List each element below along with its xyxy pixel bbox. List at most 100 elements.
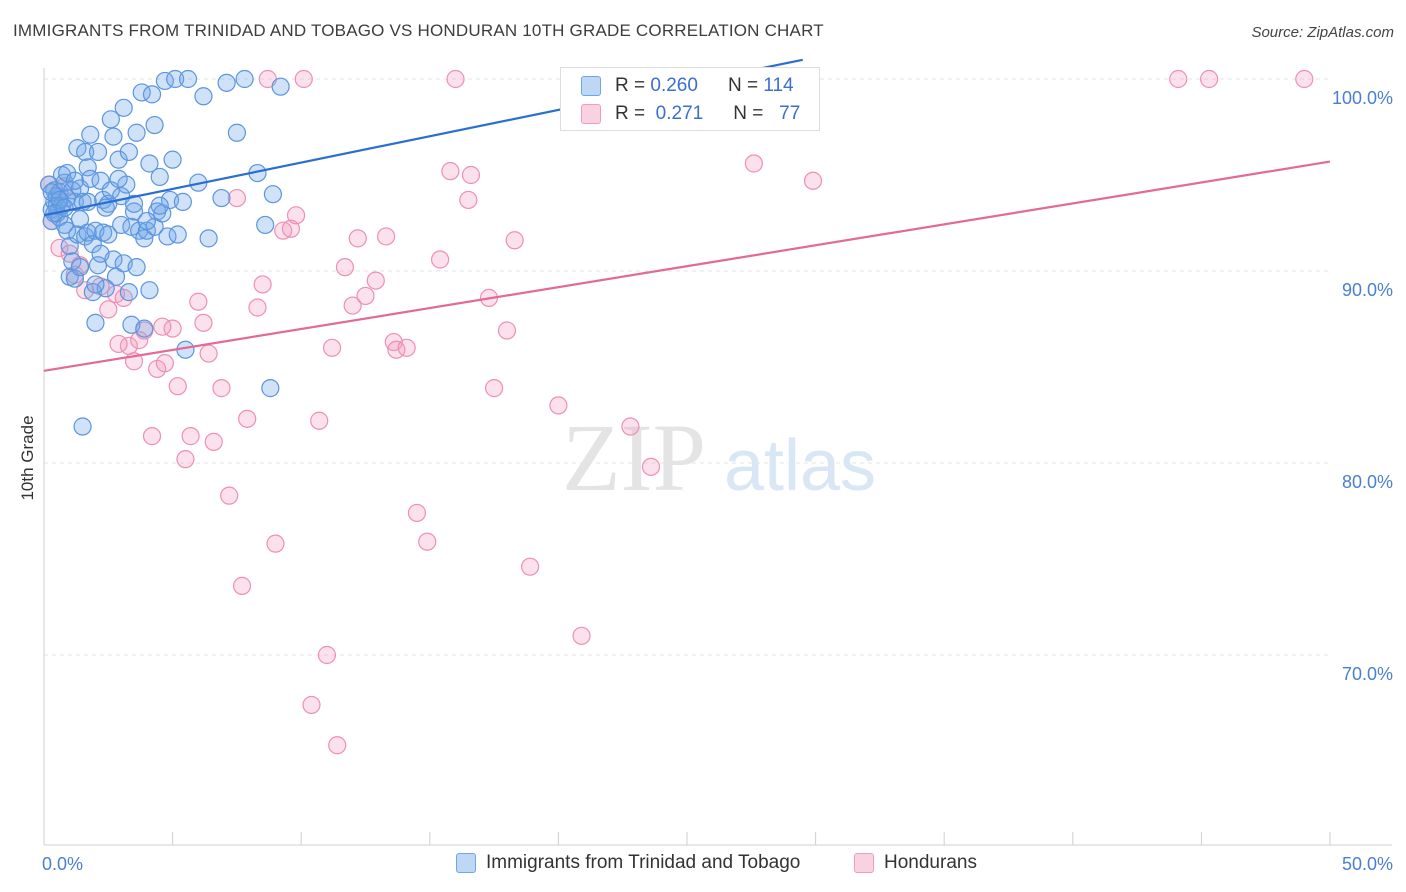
- data-point-hondurans: [397, 338, 416, 357]
- data-point-hondurans: [803, 171, 823, 190]
- data-point-trinidad-tobago: [256, 215, 275, 235]
- data-point-trinidad-tobago: [199, 229, 218, 248]
- data-point-trinidad-tobago: [271, 77, 290, 96]
- data-point-trinidad-tobago: [119, 142, 138, 162]
- legend-n-label: N =: [727, 75, 759, 96]
- data-point-trinidad-tobago: [212, 188, 231, 208]
- series-legend-label: Immigrants from Trinidad and Tobago: [486, 852, 801, 873]
- data-point-trinidad-tobago: [70, 210, 90, 229]
- data-point-trinidad-tobago: [65, 269, 84, 288]
- series-legend-label: Hondurans: [884, 852, 977, 873]
- data-point-trinidad-tobago: [78, 158, 97, 177]
- data-point-hondurans: [335, 258, 355, 277]
- data-point-trinidad-tobago: [55, 198, 74, 217]
- chart-title: IMMIGRANTS FROM TRINIDAD AND TOBAGO VS H…: [13, 21, 824, 40]
- data-point-hondurans: [227, 188, 246, 208]
- watermark: ZIP atlas: [562, 404, 876, 511]
- data-point-trinidad-tobago: [86, 275, 105, 294]
- data-point-trinidad-tobago: [106, 267, 126, 286]
- data-point-hondurans: [189, 292, 208, 311]
- data-point-hondurans: [99, 300, 118, 319]
- legend-n-value: 114: [763, 75, 794, 96]
- watermark-atlas: atlas: [724, 426, 876, 506]
- data-point-trinidad-tobago: [99, 225, 118, 244]
- data-point-hondurans: [142, 427, 162, 446]
- data-point-trinidad-tobago: [119, 283, 138, 302]
- data-point-trinidad-tobago: [173, 192, 192, 211]
- data-point-trinidad-tobago: [178, 69, 198, 89]
- data-point-hondurans: [549, 396, 568, 415]
- data-point-hondurans: [109, 334, 128, 354]
- data-point-hondurans: [232, 576, 252, 595]
- data-point-hondurans: [181, 427, 200, 446]
- data-point-hondurans: [294, 69, 313, 89]
- legend-row-blue: R = 0.260 N = 114: [581, 74, 794, 98]
- data-point-hondurans: [441, 162, 460, 181]
- data-point-trinidad-tobago: [81, 125, 100, 144]
- series-trinidad-tobago: [40, 69, 797, 436]
- data-point-trinidad-tobago: [168, 225, 187, 244]
- data-point-trinidad-tobago: [101, 110, 120, 129]
- data-point-trinidad-tobago: [261, 379, 280, 398]
- data-point-trinidad-tobago: [217, 73, 236, 92]
- data-point-hondurans: [459, 190, 478, 210]
- data-point-trinidad-tobago: [65, 192, 84, 211]
- data-point-hondurans: [266, 534, 285, 553]
- trend-line-hondurans: [43, 160, 1331, 372]
- data-point-hondurans: [430, 250, 450, 269]
- data-point-hondurans: [376, 227, 396, 246]
- data-point-hondurans: [281, 219, 301, 238]
- source-label: Source: ZipAtlas.com: [1251, 24, 1394, 41]
- series-legend-item-pink: Hondurans: [854, 852, 977, 874]
- data-point-hondurans: [212, 379, 231, 398]
- data-point-trinidad-tobago: [135, 319, 154, 338]
- y-tick-label: 70.0%: [1342, 664, 1393, 684]
- series-legend: Immigrants from Trinidad and Tobago Hond…: [0, 852, 1406, 878]
- data-point-trinidad-tobago: [194, 87, 213, 106]
- data-point-trinidad-tobago: [127, 123, 146, 142]
- x-tick-label: 0.0%: [42, 854, 83, 874]
- data-point-hondurans: [641, 457, 661, 476]
- grid-lines: [44, 78, 1330, 656]
- data-point-hondurans: [505, 231, 524, 250]
- data-point-hondurans: [366, 271, 385, 290]
- data-point-trinidad-tobago: [124, 202, 144, 221]
- data-point-hondurans: [310, 411, 329, 430]
- axes: [43, 68, 1392, 846]
- legend-n-label: N =: [733, 103, 764, 124]
- data-point-trinidad-tobago: [109, 150, 128, 169]
- legend-row-pink: R = 0.271 N = 77: [581, 102, 800, 126]
- data-point-trinidad-tobago: [88, 142, 108, 162]
- data-point-trinidad-tobago: [96, 279, 115, 298]
- data-point-trinidad-tobago: [127, 258, 146, 277]
- data-point-hondurans: [356, 286, 375, 306]
- data-point-hondurans: [204, 432, 223, 451]
- data-point-trinidad-tobago: [42, 183, 61, 202]
- data-point-trinidad-tobago: [263, 185, 283, 204]
- data-point-hondurans: [1169, 69, 1188, 89]
- data-point-hondurans: [220, 486, 239, 505]
- data-point-trinidad-tobago: [104, 250, 123, 269]
- data-point-hondurans: [114, 288, 133, 307]
- legend-r-label: R =: [615, 103, 646, 124]
- data-point-hondurans: [248, 298, 267, 317]
- data-point-trinidad-tobago: [76, 142, 95, 162]
- data-point-hondurans: [744, 154, 763, 173]
- legend-r-value: 0.271: [655, 103, 704, 124]
- legend-swatch-pink: [581, 104, 601, 124]
- data-point-hondurans: [238, 409, 257, 428]
- data-point-trinidad-tobago: [65, 171, 84, 190]
- data-point-hondurans: [322, 338, 342, 357]
- data-point-trinidad-tobago: [104, 127, 123, 146]
- series-legend-item-blue: Immigrants from Trinidad and Tobago: [456, 852, 800, 874]
- data-point-trinidad-tobago: [86, 313, 105, 332]
- tick-labels: 70.0% 80.0% 90.0% 100.0% 0.0% 50.0% 10th Grade: [18, 88, 1393, 874]
- legend-n-value: 77: [779, 103, 801, 124]
- data-point-trinidad-tobago: [140, 281, 159, 300]
- data-point-hondurans: [302, 695, 321, 715]
- data-point-trinidad-tobago: [124, 194, 144, 213]
- data-point-trinidad-tobago: [163, 150, 182, 169]
- data-point-hondurans: [461, 165, 481, 185]
- data-point-hondurans: [317, 645, 337, 665]
- data-point-hondurans: [497, 321, 517, 340]
